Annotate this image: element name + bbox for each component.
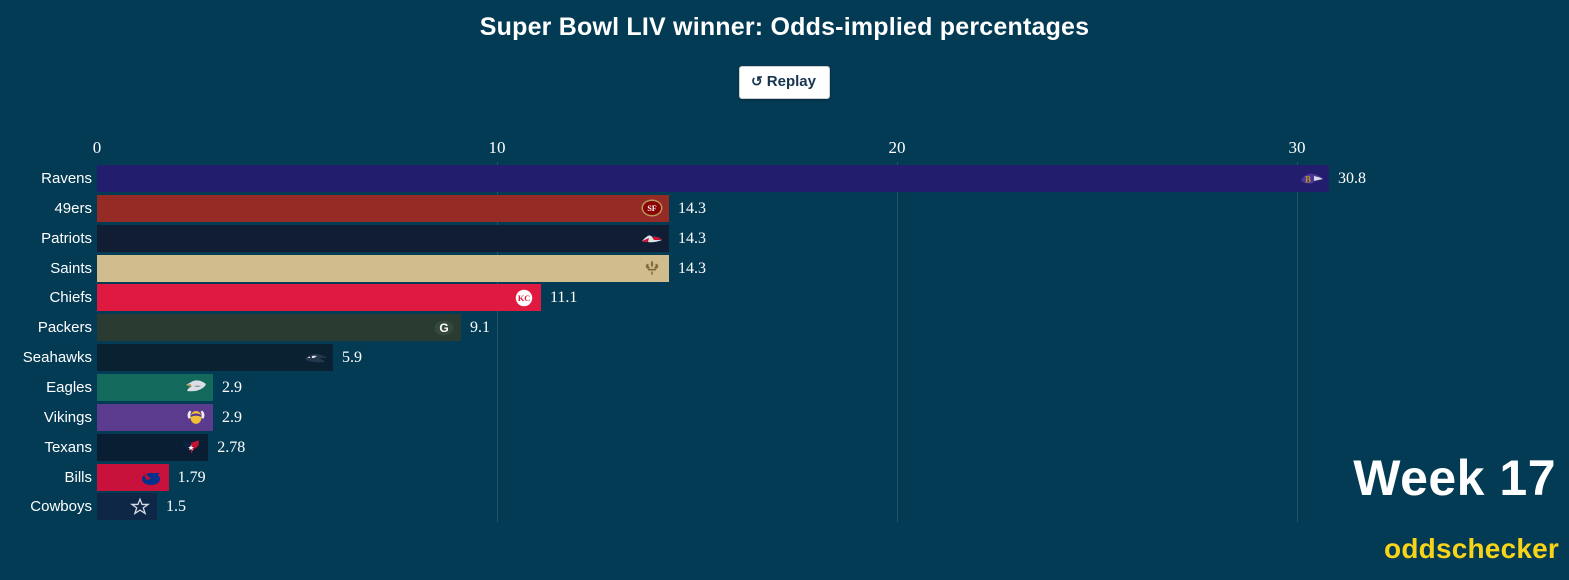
value-label: 5.9 [342,349,362,367]
bills-logo-icon [139,467,164,487]
chart-row: Texans 2.78 [0,433,1569,461]
ravens-logo-icon: B [1299,169,1324,189]
value-label: 14.3 [678,199,706,217]
team-bar [97,344,333,372]
week-label: Week 17 [1353,450,1556,506]
gridline [1297,162,1298,522]
x-axis-tick: 30 [1288,138,1306,157]
svg-text:SF: SF [647,204,656,213]
value-label: 2.9 [222,378,242,396]
chart-row: Packers G 9.1 [0,314,1569,342]
value-label: 11.1 [550,289,578,307]
team-label: 49ers [54,199,92,217]
gridline [897,162,898,522]
team-label: Packers [37,319,92,337]
team-bar [97,403,213,431]
replay-icon: ↺ [751,73,763,89]
team-bar [97,493,157,521]
patriots-logo-icon [639,228,664,248]
chart-row: 49ers SF 14.3 [0,194,1569,222]
team-label: Bills [64,468,92,486]
team-label: Texans [44,438,92,456]
team-label: Ravens [41,170,92,187]
team-label: Eagles [46,378,92,396]
value-label: 30.8 [1338,170,1366,187]
chart-row: Eagles 2.9 [0,373,1569,401]
value-label: 9.1 [470,319,490,337]
team-bar: B [97,165,1329,192]
team-label: Saints [50,259,92,277]
chart-row: Seahawks 5.9 [0,344,1569,372]
chart-row: Ravens B 30.8 [0,165,1569,192]
replay-button[interactable]: ↺ Replay [739,66,830,99]
value-label: 14.3 [678,259,706,277]
eagles-logo-icon [183,377,208,397]
chiefs-logo-icon: KC [511,288,536,308]
svg-text:B: B [1305,174,1311,184]
replay-row: ↺ Replay [0,66,1569,99]
value-label: 2.9 [222,408,242,426]
team-label: Vikings [43,408,92,426]
x-axis-tick: 0 [92,138,102,157]
team-bar [97,433,209,461]
chart-row: Saints 14.3 [0,254,1569,282]
vikings-logo-icon [183,407,208,427]
team-label: Chiefs [49,289,92,307]
value-label: 14.3 [678,229,706,247]
team-bar: SF [97,194,669,222]
chart-row: Bills 1.79 [0,463,1569,491]
texans-logo-icon [178,437,203,457]
value-label: 2.78 [217,438,246,456]
packers-logo-icon: G [431,318,456,338]
chart-row: Cowboys 1.5 [0,493,1569,521]
svg-text:G: G [439,321,448,335]
svg-text:KC: KC [517,294,529,303]
team-bar [97,373,213,401]
cowboys-logo-icon [127,497,152,517]
page-title: Super Bowl LIV winner: Odds-implied perc… [479,13,1090,41]
chart-row: Patriots 14.3 [0,224,1569,252]
chart-row: Vikings 2.9 [0,403,1569,431]
49ers-logo-icon: SF [639,198,664,218]
oddschecker-logo: oddschecker [1384,533,1559,564]
team-label: Cowboys [30,498,92,516]
value-label: 1.5 [166,498,186,516]
saints-logo-icon [639,258,664,278]
team-bar [97,463,169,491]
chart-row: Chiefs KC 11.1 [0,284,1569,312]
team-label: Seahawks [22,349,92,367]
x-axis-tick: 10 [488,138,506,157]
team-bar [97,254,669,282]
replay-button-label: Replay [766,73,816,90]
team-bar: G [97,314,461,342]
team-bar [97,224,669,252]
value-label: 1.79 [177,468,206,486]
team-bar: KC [97,284,541,312]
x-axis-tick: 20 [888,138,906,157]
seahawks-logo-icon [303,348,328,368]
team-label: Patriots [41,229,92,247]
gridline [497,162,498,522]
